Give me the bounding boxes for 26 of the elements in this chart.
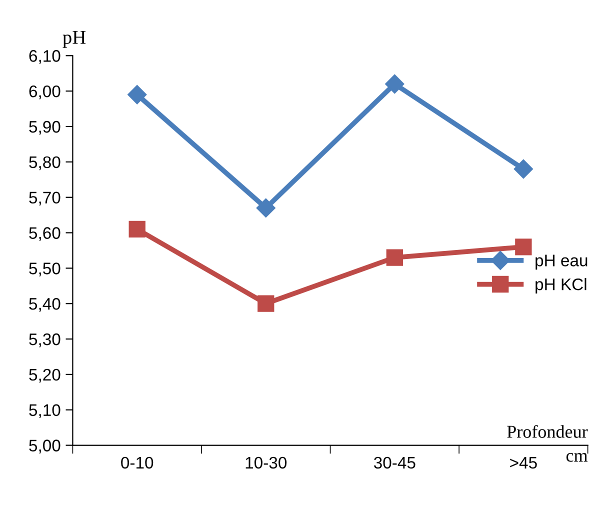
- y-tick-label: 5,50: [29, 262, 60, 276]
- y-tick-label: 6,00: [29, 85, 60, 100]
- y-tick-label: 5,20: [29, 368, 60, 383]
- y-tick-label: 5,00: [29, 440, 60, 454]
- x-tick-label: 30-45: [374, 456, 416, 469]
- y-axis-title: pH: [62, 30, 86, 48]
- point: [128, 220, 146, 238]
- point: [258, 295, 274, 312]
- y-tick-label: 5,60: [29, 227, 60, 241]
- legend-label: pH KCl: [536, 278, 586, 294]
- point: [515, 238, 532, 256]
- point: [514, 159, 533, 179]
- point: [128, 85, 147, 104]
- point: [385, 74, 404, 94]
- y-tick-label: 5,10: [29, 404, 60, 418]
- legend-label: pH eau: [536, 254, 588, 270]
- point: [256, 198, 276, 218]
- y-tick-label: 6,10: [29, 50, 60, 64]
- y-tick-label: 5,80: [29, 156, 60, 170]
- y-tick-label: 5,30: [29, 333, 60, 348]
- y-tick-label: 5,90: [29, 120, 60, 135]
- point: [386, 249, 403, 266]
- x-tick-label: 0-10: [121, 456, 154, 469]
- x-tick-label: 10-30: [246, 456, 287, 469]
- y-tick-label: 5,70: [29, 192, 60, 206]
- y-tick-label: 5,40: [29, 298, 60, 312]
